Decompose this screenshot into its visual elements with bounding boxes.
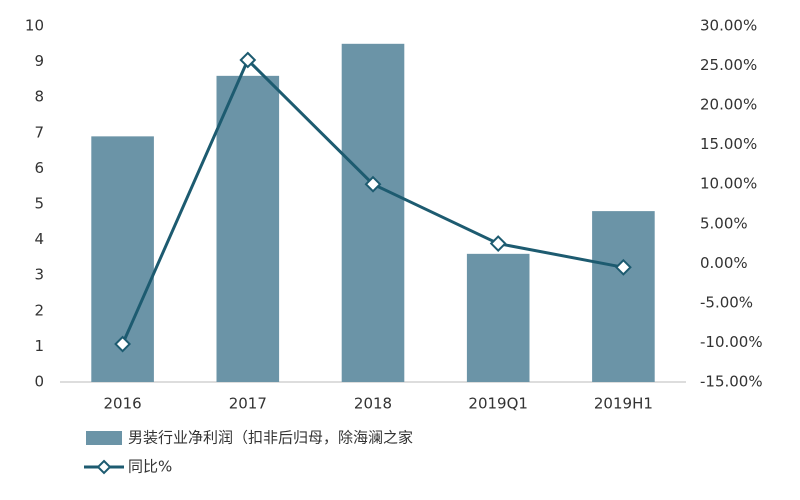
y2-tick-label: 5.00% <box>700 214 748 232</box>
x-tick-label: 2016 <box>104 395 142 413</box>
y-tick-label: 6 <box>34 159 44 177</box>
y2-tick-label: -10.00% <box>700 333 763 351</box>
y2-tick-label: 20.00% <box>700 96 757 114</box>
y2-tick-label: -15.00% <box>700 373 763 391</box>
y2-tick-label: 10.00% <box>700 175 757 193</box>
x-tick-label: 2018 <box>354 395 392 413</box>
y2-tick-label: 25.00% <box>700 56 757 74</box>
y-tick-label: 0 <box>34 373 44 391</box>
y-tick-label: 8 <box>34 88 44 106</box>
y2-tick-label: 0.00% <box>700 254 748 272</box>
bar <box>216 75 280 382</box>
bar <box>341 43 405 383</box>
y2-tick-label: 30.00% <box>700 17 757 35</box>
y-tick-label: 5 <box>34 195 44 213</box>
y-tick-label: 4 <box>34 230 44 248</box>
y-tick-label: 3 <box>34 266 44 284</box>
marker <box>614 258 632 276</box>
y2-tick-label: -5.00% <box>700 293 753 311</box>
marker <box>114 335 132 353</box>
y-tick-label: 2 <box>34 301 44 319</box>
legend-label: 同比% <box>128 458 172 476</box>
x-tick-label: 2019Q1 <box>468 395 528 413</box>
y-tick-label: 10 <box>25 17 44 35</box>
legend-label: 男装行业净利润（扣非后归母，除海澜之家 <box>128 429 413 447</box>
bar <box>466 253 530 382</box>
y2-tick-label: 15.00% <box>700 135 757 153</box>
y-tick-label: 1 <box>34 337 44 355</box>
bar <box>592 211 655 382</box>
legend-swatch <box>86 431 122 445</box>
x-tick-label: 2017 <box>229 395 267 413</box>
x-tick-label: 2019H1 <box>594 395 653 413</box>
y-tick-label: 9 <box>34 52 44 70</box>
marker <box>489 235 507 252</box>
marker <box>364 175 382 193</box>
legend-swatch <box>96 459 112 475</box>
marker <box>239 51 257 69</box>
y-tick-label: 7 <box>34 123 44 141</box>
